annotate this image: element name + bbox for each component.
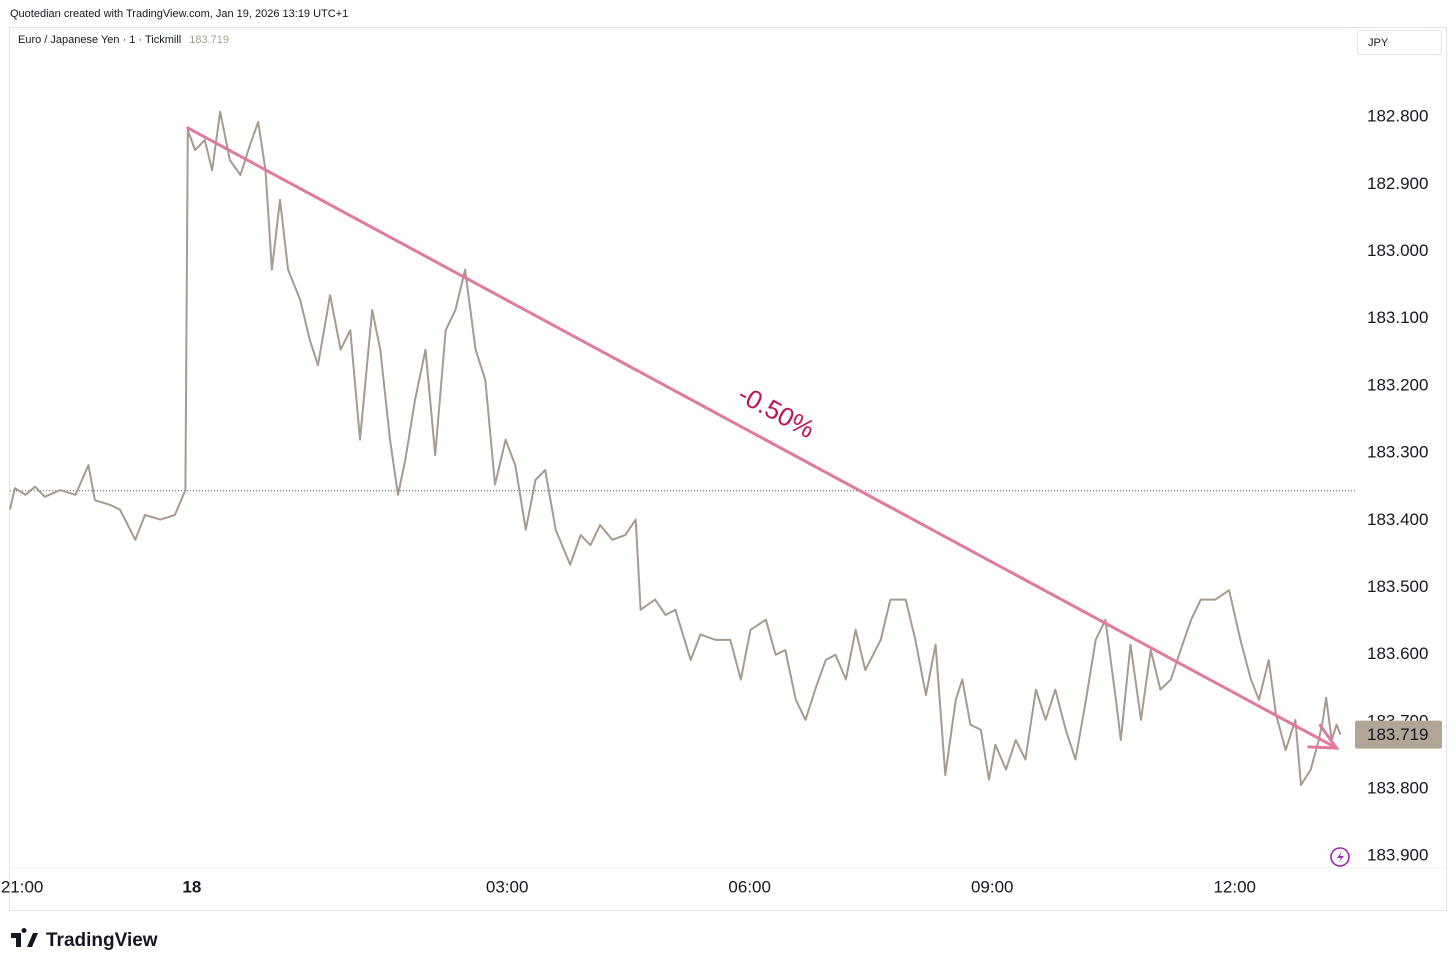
symbol-legend: Euro / Japanese Yen · 1 · Tickmill (18, 34, 181, 46)
trend-arrowhead (1307, 723, 1340, 750)
trend-line (186, 126, 1339, 750)
y-tick-label: 182.900 (1367, 174, 1428, 193)
y-tick-label: 182.800 (1367, 107, 1428, 126)
credit: Quotedian created with TradingView.com, … (10, 8, 348, 20)
flash-icon[interactable] (1330, 847, 1350, 867)
y-tick-label: 183.500 (1367, 577, 1428, 596)
currency-label[interactable]: JPY (1368, 37, 1389, 49)
x-tick-label: 06:00 (728, 877, 771, 896)
brand-mark (11, 928, 38, 947)
x-tick-label: 21:00 (1, 877, 44, 896)
y-tick-label: 183.000 (1367, 241, 1428, 260)
x-tick-label: 09:00 (971, 877, 1014, 896)
x-tick-label: 03:00 (486, 877, 529, 896)
y-tick-label: 183.400 (1367, 510, 1428, 529)
chart-frame (9, 27, 1447, 911)
y-tick-label: 183.900 (1367, 846, 1428, 865)
last-price-label: 183.719 (1367, 725, 1428, 744)
brand-logo: TradingView (11, 928, 158, 951)
price-line (9, 110, 1342, 786)
currency-button[interactable] (1357, 30, 1442, 55)
x-tick-label: 18 (182, 877, 201, 896)
flash-circle[interactable] (1330, 847, 1350, 867)
flash-bolt[interactable] (1337, 851, 1344, 863)
brand-name: TradingView (46, 930, 158, 951)
y-tick-label: 183.600 (1367, 644, 1428, 663)
y-tick-label: 183.800 (1367, 779, 1428, 798)
y-tick-label: 183.200 (1367, 375, 1428, 394)
y-tick-label: 183.300 (1367, 443, 1428, 462)
last-price-tag (1355, 720, 1442, 749)
legend-value: 183.719 (189, 34, 229, 46)
y-tick-label: 183.100 (1367, 308, 1428, 327)
x-tick-label: 12:00 (1213, 877, 1256, 896)
